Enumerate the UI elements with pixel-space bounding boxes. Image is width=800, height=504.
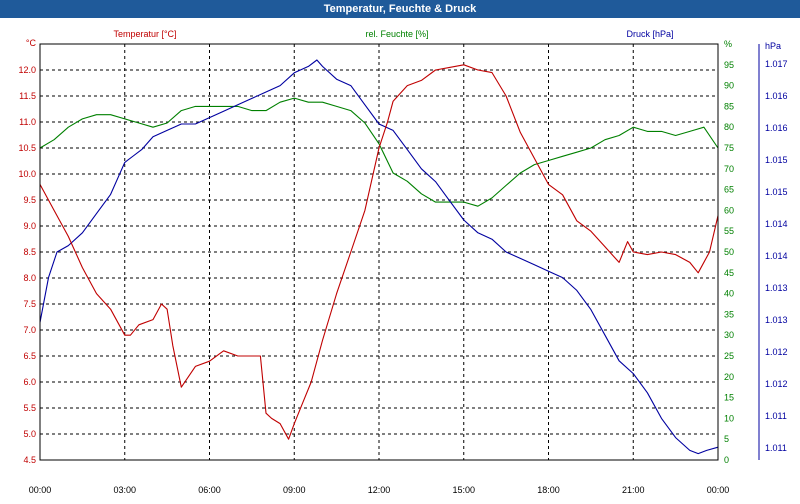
humidity-tick-label: 30: [724, 330, 734, 340]
pressure-tick-label: 1.012: [765, 379, 788, 389]
grid: [40, 44, 718, 460]
humidity-tick-label: 0: [724, 455, 729, 465]
humidity-tick-label: 55: [724, 226, 734, 236]
temperature-tick-label: 7.0: [23, 325, 36, 335]
x-tick-time: 15:00: [452, 485, 475, 495]
temperature-unit-label: °C: [26, 38, 37, 48]
temperature-tick-label: 8.5: [23, 247, 36, 257]
humidity-tick-label: 50: [724, 247, 734, 257]
humidity-tick-label: 65: [724, 185, 734, 195]
chart-svg: 00:0016.01.2003:0016.01.2006:0016.01.200…: [18, 29, 788, 504]
humidity-tick-label: 90: [724, 81, 734, 91]
temperature-tick-label: 5.0: [23, 429, 36, 439]
pressure-tick-label: 1.016: [765, 91, 788, 101]
pressure-tick-label: hPa: [765, 41, 781, 51]
x-tick-time: 21:00: [622, 485, 645, 495]
x-tick-time: 09:00: [283, 485, 306, 495]
humidity-tick-label: 35: [724, 309, 734, 319]
temperature-tick-label: 10.5: [18, 143, 36, 153]
temperature-tick-label: 9.0: [23, 221, 36, 231]
humidity-tick-label: 5: [724, 434, 729, 444]
series-lines: [39, 59, 719, 455]
humidity-tick-label: 25: [724, 351, 734, 361]
pressure-tick-label: 1.016: [765, 123, 788, 133]
temperature-tick-label: 10.0: [18, 169, 36, 179]
pressure-tick-label: 1.014: [765, 251, 788, 261]
chart-title: Temperatur, Feuchte & Druck: [0, 0, 800, 18]
axis-labels: 00:0016.01.2003:0016.01.2006:0016.01.200…: [18, 29, 788, 504]
pressure-tick-label: 1.013: [765, 283, 788, 293]
pressure-tick-label: 1.013: [765, 315, 788, 325]
pressure-tick-label: 1.015: [765, 155, 788, 165]
pressure-line: [39, 59, 719, 455]
temperature-line: [39, 64, 719, 440]
temperature-tick-label: 5.5: [23, 403, 36, 413]
x-tick-time: 00:00: [29, 485, 52, 495]
temperature-tick-label: 11.5: [19, 91, 36, 101]
temperature-tick-label: 6.0: [23, 377, 36, 387]
temperature-tick-label: 7.5: [23, 299, 36, 309]
temperature-tick-label: 12.0: [18, 65, 36, 75]
humidity-series-title: rel. Feuchte [%]: [365, 29, 428, 39]
pressure-tick-label: 1.014: [765, 219, 788, 229]
humidity-tick-label: 85: [724, 101, 734, 111]
pressure-tick-label: 1.012: [765, 347, 788, 357]
humidity-tick-label: %: [724, 39, 732, 49]
pressure-tick-label: 1.011: [765, 411, 787, 421]
x-tick-time: 06:00: [198, 485, 221, 495]
x-tick-time: 12:00: [368, 485, 391, 495]
pressure-tick-label: 1.017: [765, 59, 788, 69]
pressure-tick-label: 1.011: [765, 443, 787, 453]
humidity-tick-label: 75: [724, 143, 734, 153]
temperature-tick-label: 9.5: [23, 195, 36, 205]
x-tick-time: 00:00: [707, 485, 730, 495]
temperature-tick-label: 4.5: [23, 455, 36, 465]
pressure-series-title: Druck [hPa]: [626, 29, 673, 39]
humidity-line: [39, 97, 719, 207]
x-tick-time: 18:00: [537, 485, 560, 495]
pressure-tick-label: 1.015: [765, 187, 788, 197]
humidity-tick-label: 20: [724, 372, 734, 382]
humidity-tick-label: 40: [724, 289, 734, 299]
humidity-tick-label: 95: [724, 60, 734, 70]
x-tick-time: 03:00: [113, 485, 136, 495]
humidity-tick-label: 10: [724, 413, 734, 423]
temperature-tick-label: 11.0: [19, 117, 36, 127]
plot-area: 00:0016.01.2003:0016.01.2006:0016.01.200…: [0, 18, 800, 504]
humidity-tick-label: 70: [724, 164, 734, 174]
temperature-series-title: Temperatur [°C]: [113, 29, 176, 39]
temperature-tick-label: 8.0: [23, 273, 36, 283]
humidity-tick-label: 80: [724, 122, 734, 132]
humidity-tick-label: 45: [724, 268, 734, 278]
plot-border: [39, 43, 719, 461]
plot-frame: [39, 43, 760, 461]
temperature-tick-label: 6.5: [23, 351, 36, 361]
humidity-tick-label: 15: [724, 393, 734, 403]
humidity-tick-label: 60: [724, 205, 734, 215]
